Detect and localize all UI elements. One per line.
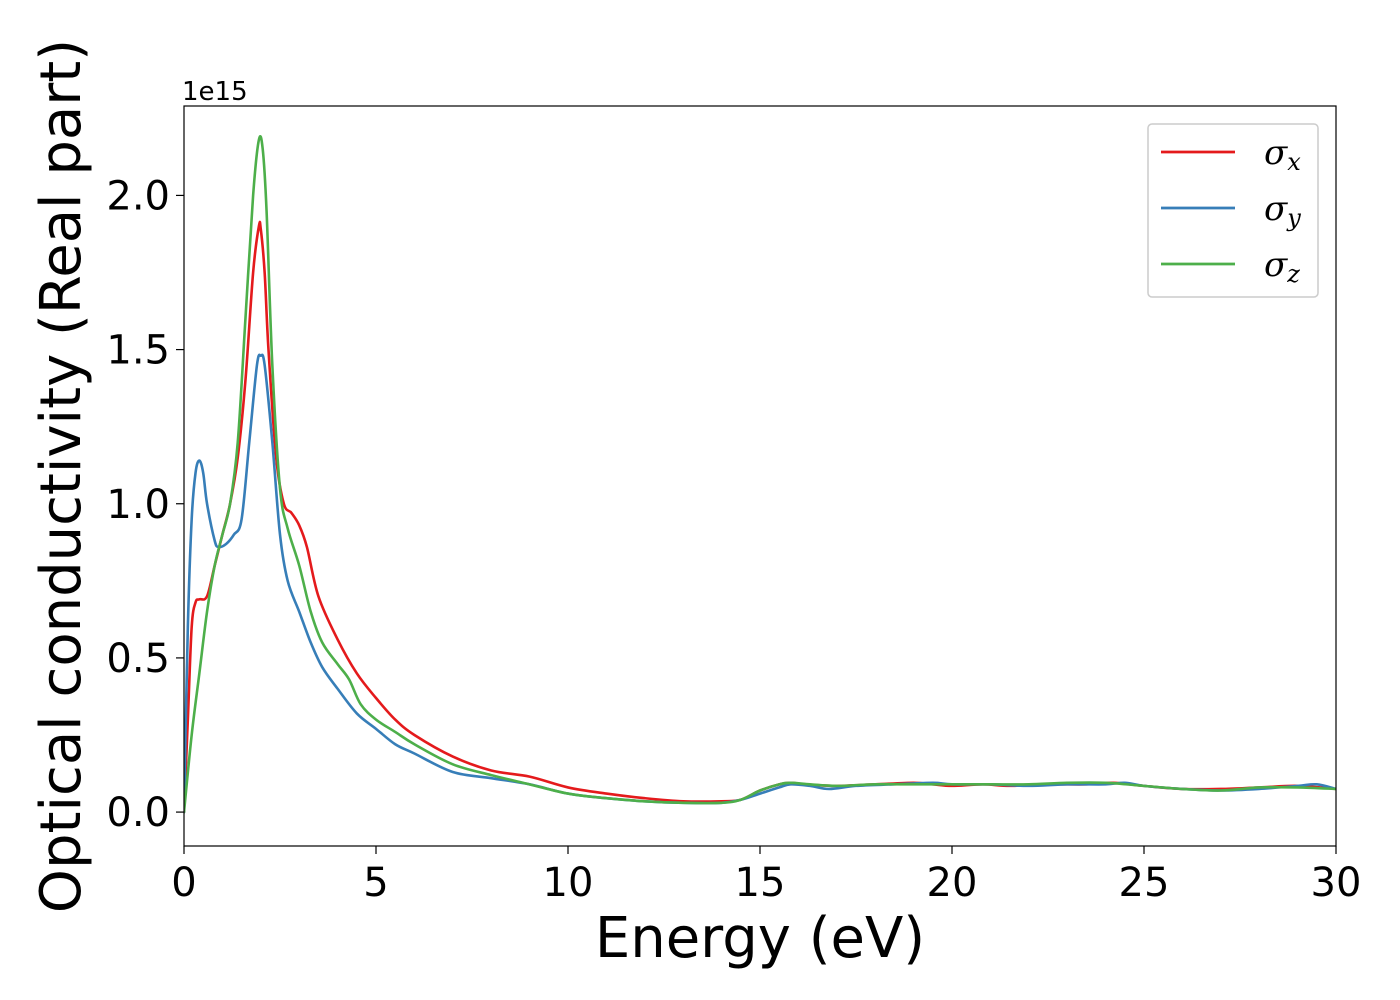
- x-tick-label: 10: [543, 860, 594, 906]
- y-tick-label: 1.0: [106, 482, 170, 528]
- x-axis-title: Energy (eV): [595, 906, 925, 971]
- legend-box: [1147, 123, 1319, 298]
- y-tick-label: 2.0: [106, 173, 170, 219]
- y-offset-label: 1e15: [182, 77, 248, 107]
- y-tick-label: 0.0: [106, 790, 170, 836]
- x-tick-label: 15: [735, 860, 786, 906]
- y-tick-label: 0.5: [106, 636, 170, 682]
- y-tick-label: 1.5: [106, 328, 170, 374]
- legend-label-z: σz: [1264, 245, 1300, 288]
- legend-label-y: σy: [1264, 189, 1301, 232]
- series-line-y: [184, 353, 1336, 814]
- x-tick-label: 5: [363, 860, 388, 906]
- x-tick-label: 25: [1119, 860, 1170, 906]
- legend: σx σy σz: [1147, 123, 1319, 298]
- series-layer: [184, 135, 1336, 814]
- series-line-z: [184, 135, 1336, 814]
- x-tick-label: 20: [927, 860, 978, 906]
- x-tick-label: 30: [1311, 860, 1362, 906]
- x-axis: 0 5 10 15 20 25 30: [171, 846, 1361, 906]
- y-axis-title: Optical conductivity (Real part): [29, 39, 94, 913]
- y-axis: 0.0 0.5 1.0 1.5 2.0: [106, 173, 184, 836]
- legend-label-x: σx: [1264, 133, 1301, 176]
- x-tick-label: 0: [171, 860, 196, 906]
